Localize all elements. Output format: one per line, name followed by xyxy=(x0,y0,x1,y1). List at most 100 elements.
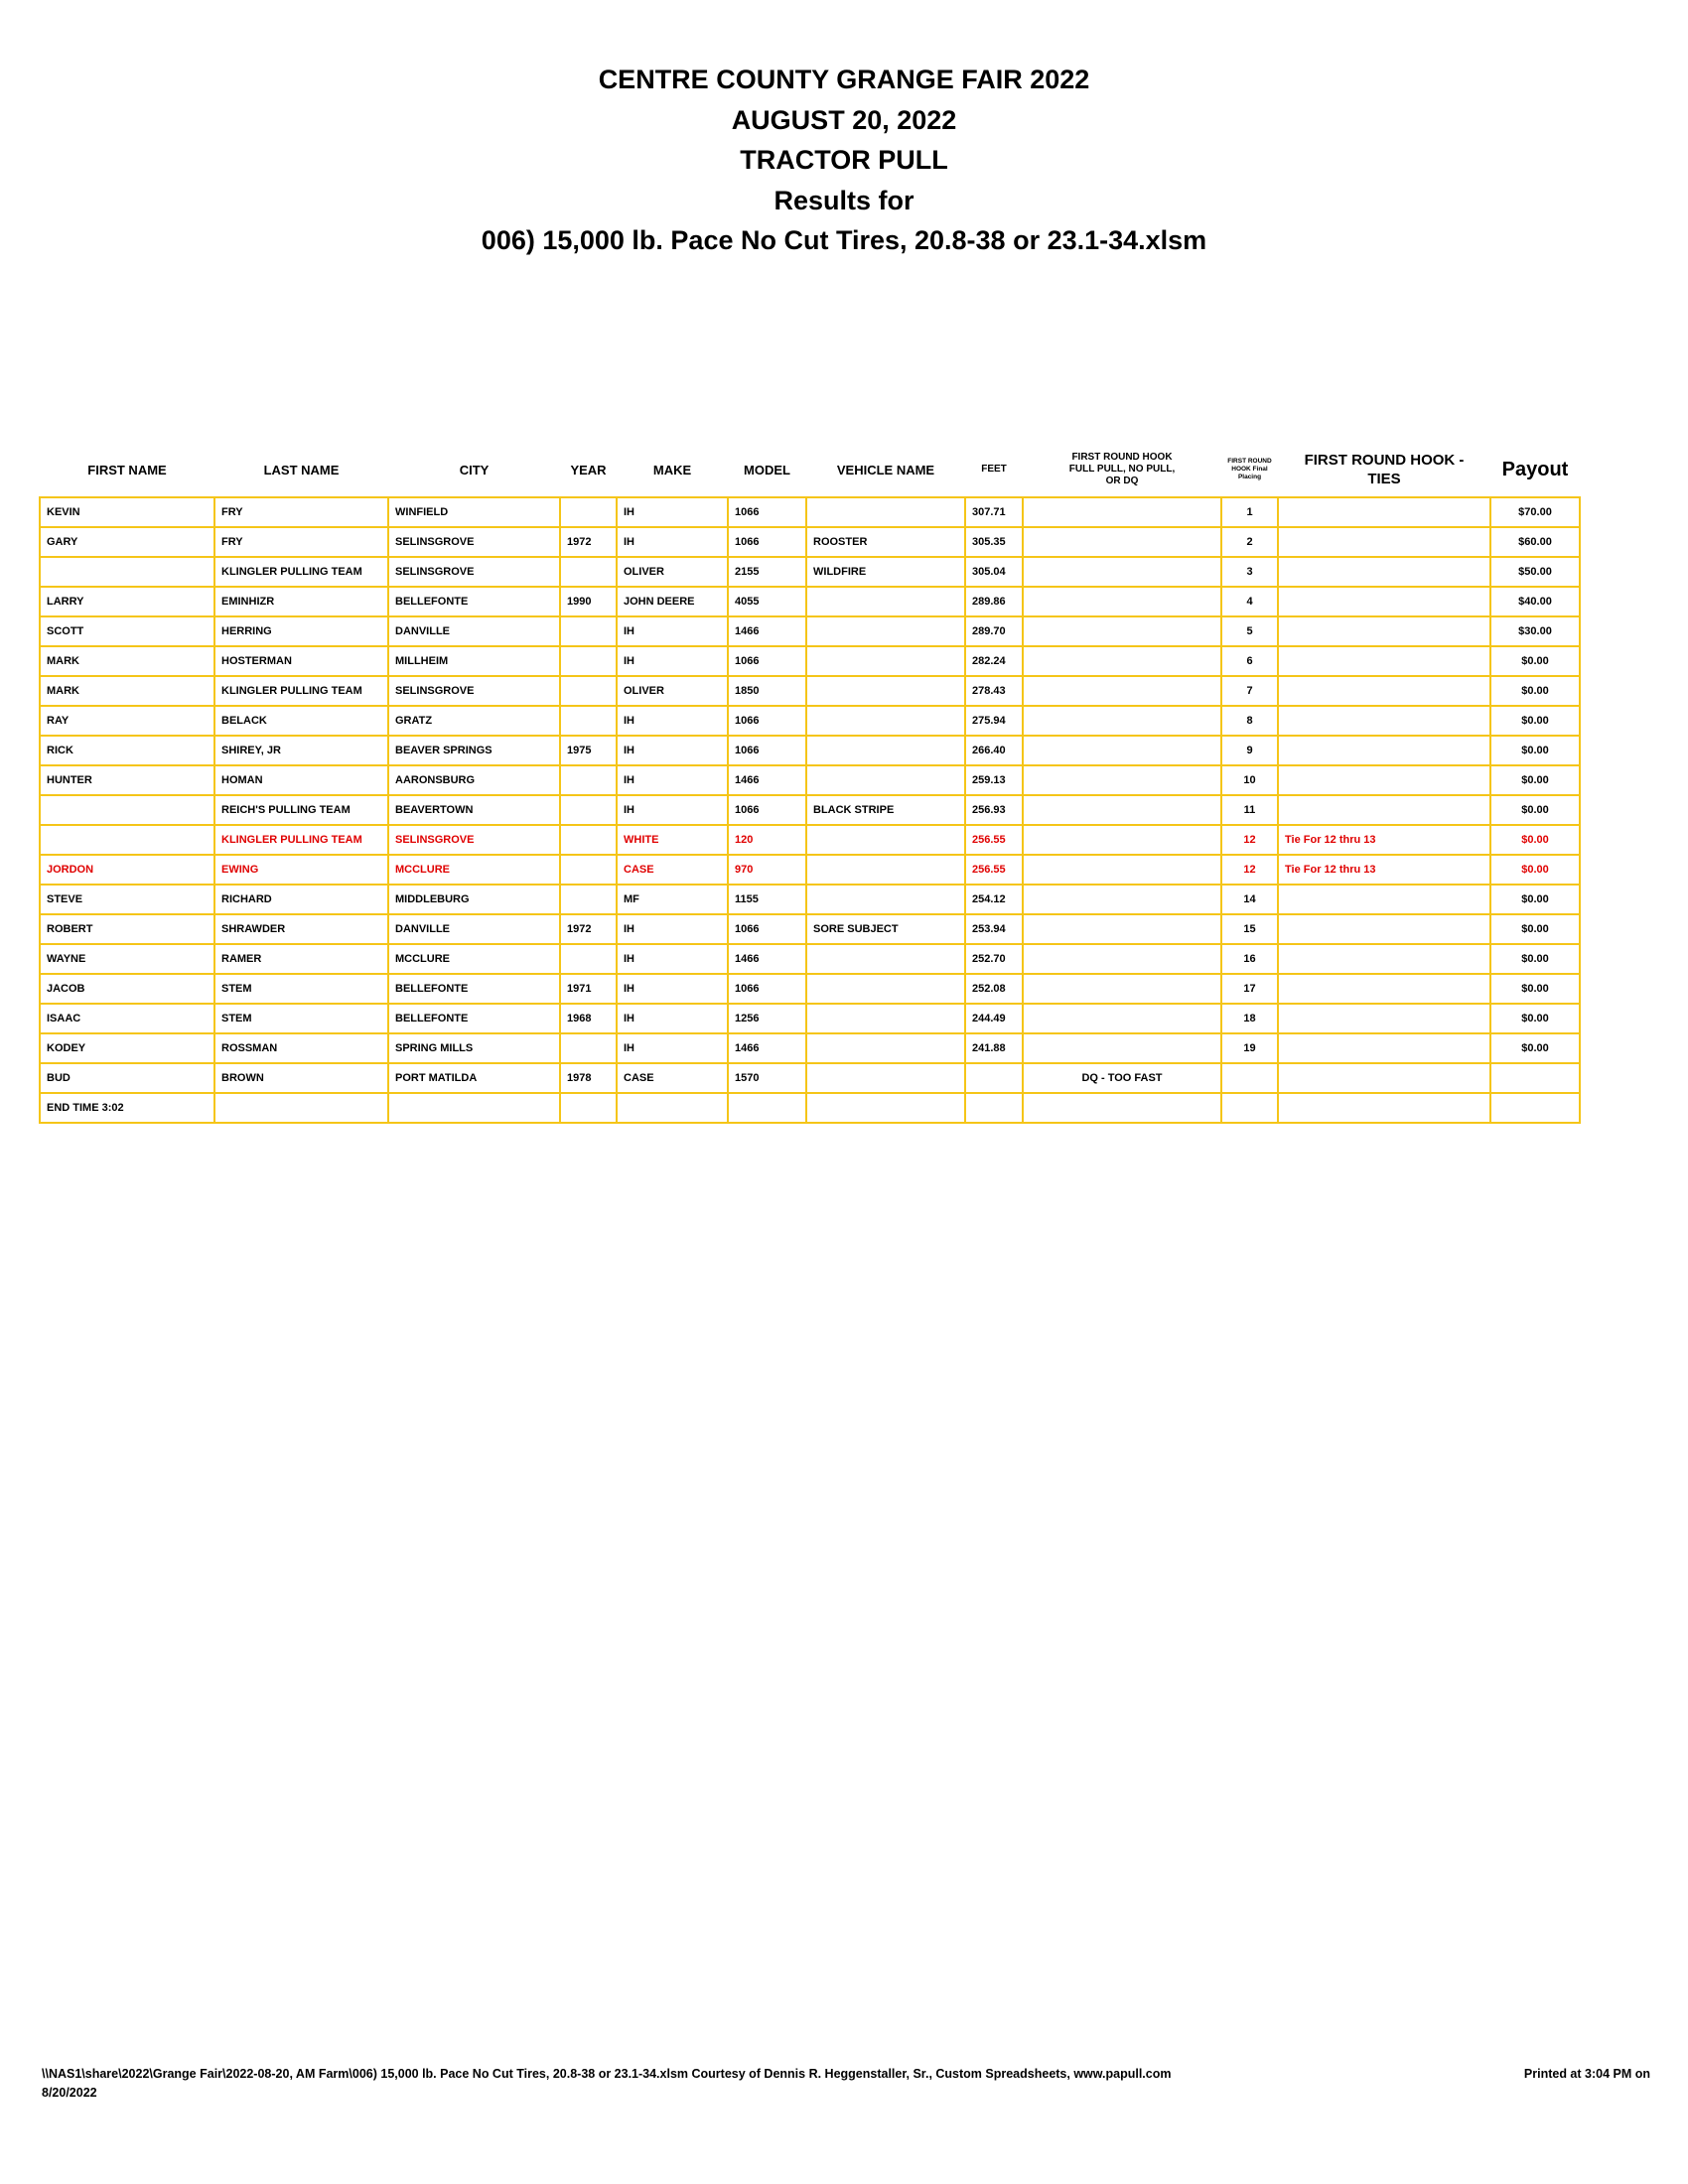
cell-year xyxy=(559,943,618,975)
cell-feet: 289.86 xyxy=(964,586,1024,617)
cell-model: 970 xyxy=(727,854,807,886)
table-row: GARY FRY SELINSGROVE 1972 IH 1066 ROOSTER 305.3… xyxy=(39,526,1581,558)
cell-first-name: MARK xyxy=(39,645,215,677)
table-row: JACOB STEM BELLEFONTE 1971 IH 1066 252.08 17 $0.… xyxy=(39,973,1581,1005)
cell-city: SELINSGROVE xyxy=(387,556,561,588)
event-type: TRACTOR PULL xyxy=(740,145,948,175)
cell-final-placing: 10 xyxy=(1220,764,1279,796)
cell-last-name: ROSSMAN xyxy=(213,1032,389,1064)
cell-year xyxy=(559,496,618,528)
cell-first-name: STEVE xyxy=(39,884,215,915)
table-row: SCOTT HERRING DANVILLE IH 1466 289.70 5 $30.00 xyxy=(39,615,1581,647)
cell-payout: $40.00 xyxy=(1489,586,1581,617)
cell-first-name: MARK xyxy=(39,675,215,707)
cell-model: 2155 xyxy=(727,556,807,588)
results-for-label: Results for xyxy=(774,185,914,215)
cell-feet: 305.35 xyxy=(964,526,1024,558)
cell-city: WINFIELD xyxy=(387,496,561,528)
cell-payout: $0.00 xyxy=(1489,645,1581,677)
cell-last-name: STEM xyxy=(213,1003,389,1034)
cell-first-name: KODEY xyxy=(39,1032,215,1064)
cell-model xyxy=(727,1092,807,1124)
cell-year: 1971 xyxy=(559,973,618,1005)
cell-make: IH xyxy=(616,1032,729,1064)
cell-year xyxy=(559,1032,618,1064)
cell-year xyxy=(559,675,618,707)
cell-final-placing: 2 xyxy=(1220,526,1279,558)
cell-final-placing: 12 xyxy=(1220,854,1279,886)
cell-vehicle-name xyxy=(805,645,966,677)
cell-vehicle-name xyxy=(805,824,966,856)
cell-city: SELINSGROVE xyxy=(387,675,561,707)
cell-pull-status xyxy=(1022,556,1222,588)
cell-final-placing xyxy=(1220,1062,1279,1094)
cell-city: PORT MATILDA xyxy=(387,1062,561,1094)
col-city: CITY xyxy=(459,462,490,478)
cell-payout: $0.00 xyxy=(1489,675,1581,707)
cell-last-name: HERRING xyxy=(213,615,389,647)
cell-ties xyxy=(1277,586,1491,617)
cell-year xyxy=(559,556,618,588)
cell-feet: 252.08 xyxy=(964,973,1024,1005)
cell-city: MIDDLEBURG xyxy=(387,884,561,915)
cell-payout: $0.00 xyxy=(1489,973,1581,1005)
cell-pull-status xyxy=(1022,1092,1222,1124)
cell-final-placing: 7 xyxy=(1220,675,1279,707)
header-row: FIRST NAME LAST NAME CITY YEAR MAKE MODE… xyxy=(40,443,1580,497)
cell-make: CASE xyxy=(616,1062,729,1094)
table-row: KLINGLER PULLING TEAM SELINSGROVE WHITE 120… xyxy=(39,824,1581,856)
cell-feet xyxy=(964,1062,1024,1094)
cell-year: 1978 xyxy=(559,1062,618,1094)
cell-ties xyxy=(1277,496,1491,528)
cell-payout: $30.00 xyxy=(1489,615,1581,647)
cell-final-placing: 9 xyxy=(1220,735,1279,766)
cell-last-name: KLINGLER PULLING TEAM xyxy=(213,556,389,588)
cell-make: IH xyxy=(616,973,729,1005)
cell-city: SELINSGROVE xyxy=(387,824,561,856)
table-row: ISAAC STEM BELLEFONTE 1968 IH 1256 244.49 18 $0.… xyxy=(39,1003,1581,1034)
cell-first-name: WAYNE xyxy=(39,943,215,975)
cell-pull-status xyxy=(1022,824,1222,856)
col-vehicle-name: VEHICLE NAME xyxy=(836,462,935,478)
cell-model: 1466 xyxy=(727,943,807,975)
cell-make: OLIVER xyxy=(616,556,729,588)
cell-make: IH xyxy=(616,764,729,796)
cell-first-name: END TIME 3:02 xyxy=(39,1092,215,1124)
cell-first-name: BUD xyxy=(39,1062,215,1094)
cell-make: IH xyxy=(616,943,729,975)
cell-last-name: HOSTERMAN xyxy=(213,645,389,677)
cell-first-name: LARRY xyxy=(39,586,215,617)
col-model: MODEL xyxy=(744,462,790,478)
cell-first-name: GARY xyxy=(39,526,215,558)
cell-make: MF xyxy=(616,884,729,915)
cell-feet: 256.55 xyxy=(964,854,1024,886)
cell-pull-status xyxy=(1022,1032,1222,1064)
col-payout: Payout xyxy=(1501,458,1569,480)
cell-vehicle-name xyxy=(805,1003,966,1034)
cell-model: 4055 xyxy=(727,586,807,617)
cell-first-name xyxy=(39,824,215,856)
cell-ties xyxy=(1277,913,1491,945)
cell-year: 1990 xyxy=(559,586,618,617)
cell-vehicle-name xyxy=(805,973,966,1005)
cell-payout: $0.00 xyxy=(1489,1032,1581,1064)
cell-city: BELLEFONTE xyxy=(387,973,561,1005)
cell-year xyxy=(559,615,618,647)
cell-pull-status xyxy=(1022,645,1222,677)
cell-payout: $0.00 xyxy=(1489,1003,1581,1034)
cell-city: DANVILLE xyxy=(387,913,561,945)
cell-first-name: JORDON xyxy=(39,854,215,886)
cell-last-name: SHRAWDER xyxy=(213,913,389,945)
cell-last-name xyxy=(213,1092,389,1124)
cell-make: IH xyxy=(616,496,729,528)
cell-model: 1570 xyxy=(727,1062,807,1094)
cell-year xyxy=(559,884,618,915)
cell-payout: $0.00 xyxy=(1489,854,1581,886)
cell-pull-status xyxy=(1022,973,1222,1005)
cell-pull-status: DQ - TOO FAST xyxy=(1022,1062,1222,1094)
cell-final-placing: 14 xyxy=(1220,884,1279,915)
cell-last-name: BROWN xyxy=(213,1062,389,1094)
cell-first-name: KEVIN xyxy=(39,496,215,528)
cell-vehicle-name: SORE SUBJECT xyxy=(805,913,966,945)
cell-payout: $50.00 xyxy=(1489,556,1581,588)
